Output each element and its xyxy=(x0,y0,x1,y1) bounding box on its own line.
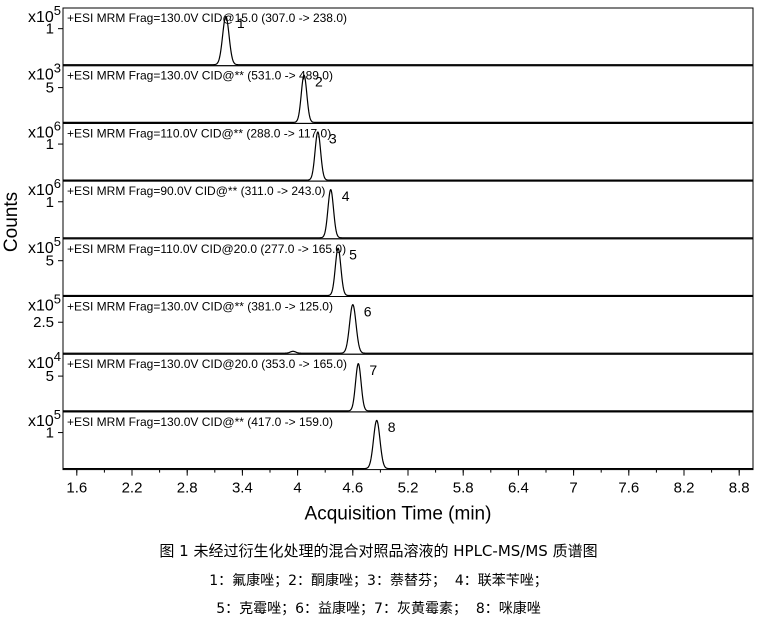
y-exponent-label-6: x105 xyxy=(28,292,61,315)
x-tick-label-3: 2.8 xyxy=(177,480,198,497)
peak-label-4: 4 xyxy=(342,188,350,204)
figure-caption-legend-line-1: 1：氟康唑；2：酮康唑；3：萘替芬； 4：联苯苄唑； xyxy=(209,573,548,589)
panel-header-5: +ESI MRM Frag=110.0V CID@20.0 (277.0 -> … xyxy=(67,242,346,256)
figure-caption-legend-line-2: 5：克霉唑；6：益康唑；7：灰黄霉素； 8：咪康唑 xyxy=(216,601,541,617)
chromatogram-trace-5 xyxy=(63,247,753,297)
x-tick-label-10: 7 xyxy=(569,480,577,497)
x-tick-label-11: 7.6 xyxy=(618,480,639,497)
chromatogram-trace-1 xyxy=(63,16,753,66)
y-tick-label-1: 1 xyxy=(46,21,54,38)
x-tick-label-8: 5.8 xyxy=(453,480,474,497)
figure-caption-title: 图 1 未经过衍生化处理的混合对照品溶液的 HPLC-MS/MS 质谱图 xyxy=(159,542,598,560)
peak-label-7: 7 xyxy=(369,362,377,378)
chromatogram-trace-6 xyxy=(63,304,753,354)
y-tick-label-6: 2.5 xyxy=(33,314,54,331)
x-tick-label-9: 6.4 xyxy=(508,480,529,497)
panel-header-6: +ESI MRM Frag=130.0V CID@** (381.0 -> 12… xyxy=(67,300,333,314)
y-exponent-label-5: x105 xyxy=(28,234,61,257)
y-exponent-label-2: x103 xyxy=(28,61,61,84)
peak-label-6: 6 xyxy=(364,303,372,319)
y-tick-label-2: 5 xyxy=(46,80,54,97)
x-tick-label-7: 5.2 xyxy=(398,480,419,497)
peak-label-5: 5 xyxy=(349,247,357,263)
panel-header-7: +ESI MRM Frag=130.0V CID@20.0 (353.0 -> … xyxy=(67,357,347,371)
x-tick-label-5: 4 xyxy=(293,480,301,497)
peak-label-8: 8 xyxy=(388,419,396,435)
y-exponent-label-3: x106 xyxy=(28,118,61,141)
y-exponent-label-4: x106 xyxy=(28,176,61,199)
y-tick-label-7: 5 xyxy=(46,368,54,385)
panel-header-4: +ESI MRM Frag=90.0V CID@** (311.0 -> 243… xyxy=(67,184,325,198)
peak-label-1: 1 xyxy=(237,15,245,31)
chromatogram-trace-3 xyxy=(63,131,753,181)
chromatogram-trace-7 xyxy=(63,363,753,412)
x-tick-label-4: 3.4 xyxy=(232,480,253,497)
chromatogram-trace-2 xyxy=(63,74,753,123)
y-tick-label-4: 1 xyxy=(46,194,54,211)
y-exponent-label-7: x104 xyxy=(28,349,61,372)
y-tick-label-5: 5 xyxy=(46,253,54,270)
x-tick-label-6: 4.6 xyxy=(342,480,363,497)
y-tick-label-3: 1 xyxy=(46,136,54,153)
y-exponent-label-8: x105 xyxy=(28,407,61,430)
y-axis-title: Counts xyxy=(1,192,22,252)
x-tick-label-13: 8.8 xyxy=(729,480,750,497)
panel-header-8: +ESI MRM Frag=130.0V CID@** (417.0 -> 15… xyxy=(67,415,333,429)
y-tick-label-8: 1 xyxy=(46,425,54,442)
peak-label-3: 3 xyxy=(329,131,337,147)
chromatogram-trace-4 xyxy=(63,189,753,239)
x-axis-title: Acquisition Time (min) xyxy=(305,504,492,525)
chromatogram-trace-8 xyxy=(63,419,753,470)
x-tick-label-1: 1.6 xyxy=(66,480,87,497)
x-tick-label-12: 8.2 xyxy=(674,480,695,497)
peak-label-2: 2 xyxy=(315,74,323,90)
panel-header-1: +ESI MRM Frag=130.0V CID@15.0 (307.0 -> … xyxy=(67,11,347,25)
panel-header-2: +ESI MRM Frag=130.0V CID@** (531.0 -> 48… xyxy=(67,69,333,83)
panel-header-3: +ESI MRM Frag=110.0V CID@** (288.0 -> 11… xyxy=(67,126,331,140)
x-tick-label-2: 2.2 xyxy=(122,480,143,497)
y-exponent-label-1: x105 xyxy=(28,3,61,26)
